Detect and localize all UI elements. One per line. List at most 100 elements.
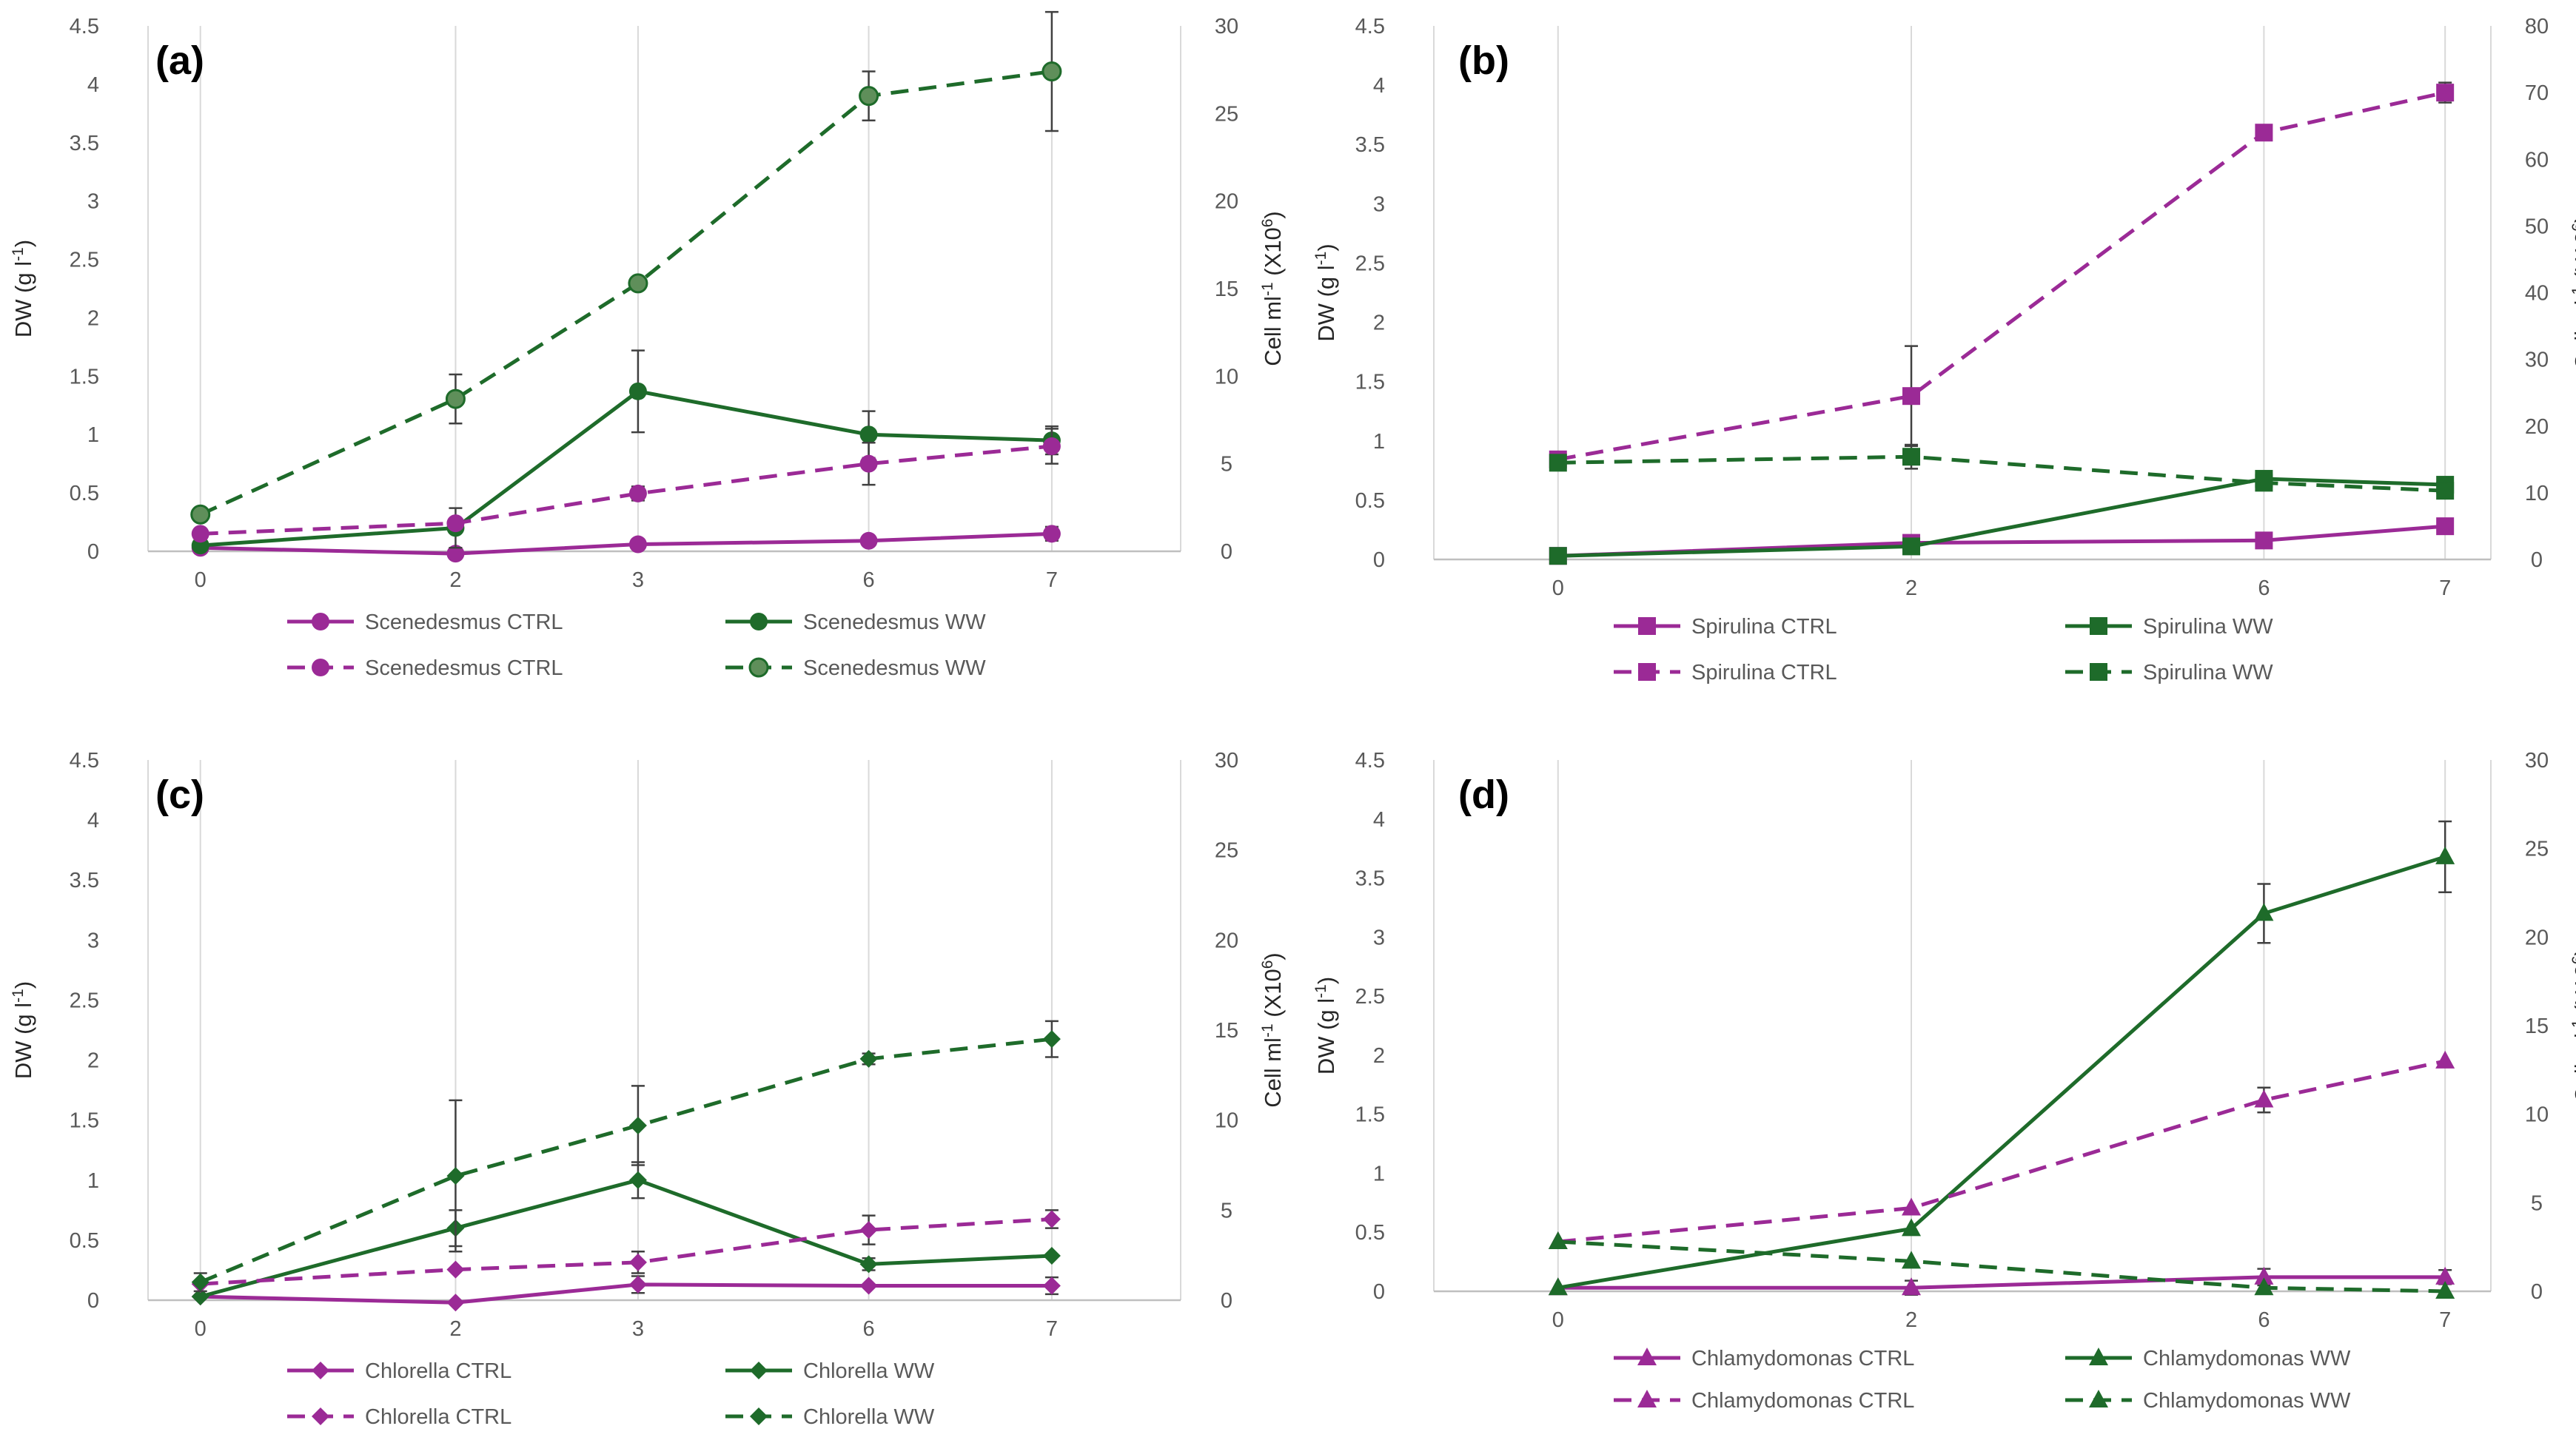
left-tick-label: 0.5	[70, 482, 99, 505]
right-tick-label: 80	[2525, 15, 2549, 38]
legend-label: Scenedesmus CTRL	[365, 610, 563, 634]
data-point	[859, 531, 878, 550]
left-tick-label: 0.5	[1355, 1221, 1385, 1245]
left-tick-label: 4	[1373, 808, 1385, 832]
series-chlorella-ctrl-solid	[191, 1275, 1061, 1312]
left-tick-label: 2	[87, 306, 99, 330]
panel-label: (b)	[1458, 38, 1509, 83]
right-tick-label: 30	[2525, 349, 2549, 372]
x-tick-label: 6	[863, 568, 875, 592]
right-tick-label: 0	[1221, 540, 1232, 564]
data-point	[1902, 537, 1921, 556]
x-tick-label: 7	[1046, 568, 1058, 592]
panel-label: (a)	[155, 38, 204, 83]
data-point	[859, 426, 878, 444]
data-point	[1042, 437, 1061, 455]
legend-swatch-marker	[750, 613, 768, 630]
x-tick-label: 2	[449, 1317, 461, 1341]
left-axis-label: DW (g l-1)	[1312, 977, 1339, 1074]
right-tick-label: 5	[1221, 453, 1232, 477]
x-tick-label: 0	[1552, 1308, 1564, 1332]
right-tick-label: 20	[1215, 190, 1238, 214]
left-tick-label: 1	[1373, 1162, 1385, 1185]
data-point	[2435, 846, 2455, 864]
series-chlamydomonas-ww-dashed	[1548, 1231, 2455, 1299]
left-axis-label: DW (g l-1)	[1312, 243, 1339, 341]
right-axis-label: Cell ml-1 (X106)	[1259, 211, 1286, 366]
data-point	[445, 388, 466, 409]
data-point	[1042, 525, 1061, 543]
data-point	[1042, 1210, 1061, 1228]
data-point	[1902, 1197, 1922, 1216]
legend-swatch-marker	[1638, 617, 1656, 635]
left-tick-label: 0	[1373, 1280, 1385, 1304]
x-tick-label: 2	[1905, 1308, 1917, 1332]
left-tick-label: 3.5	[1355, 133, 1385, 157]
left-tick-label: 3.5	[70, 869, 99, 892]
chart-panel-b: 0 0.5 1 1.5 2 2.5 3 3.5 4 4.5 0 10 20 30 40 50 60 70 80 0 2 6…	[1312, 15, 2576, 684]
legend-label: Scenedesmus WW	[803, 610, 986, 634]
legend-label: Chlamydomonas WW	[2143, 1347, 2351, 1370]
data-point	[1902, 448, 1921, 466]
left-tick-label: 3	[87, 190, 99, 214]
left-tick-label: 3	[1373, 926, 1385, 949]
panel-label: (c)	[155, 773, 204, 817]
data-point	[1902, 387, 1921, 406]
legend-swatch-marker	[312, 659, 329, 676]
legend-label: Scenedesmus WW	[803, 656, 986, 680]
series-line	[199, 70, 1053, 517]
data-point	[628, 535, 647, 554]
data-point	[2435, 1050, 2455, 1069]
left-axis-label: DW (g l-1)	[10, 240, 36, 337]
series-spirulina-ctrl-solid	[1549, 517, 2455, 565]
left-tick-label: 2.5	[70, 989, 99, 1012]
left-axis-label: DW (g l-1)	[10, 981, 36, 1079]
data-point	[190, 504, 211, 525]
x-tick-label: 0	[195, 1317, 207, 1341]
left-tick-label: 4.5	[1355, 749, 1385, 773]
data-point	[1902, 1218, 1922, 1237]
series-line	[1557, 1059, 2446, 1244]
right-tick-label: 5	[1221, 1199, 1232, 1222]
legend-item: Scenedesmus CTRL	[287, 656, 563, 680]
right-tick-label: 15	[2525, 1015, 2549, 1038]
legend-item: Spirulina WW	[2065, 661, 2273, 684]
data-point	[1902, 1277, 1922, 1296]
series-line	[1557, 454, 2446, 493]
series-line	[200, 389, 1052, 548]
data-point	[2254, 903, 2274, 921]
legend-item: Scenedesmus CTRL	[287, 610, 563, 634]
chart-panel-d: 0 0.5 1 1.5 2 2.5 3 3.5 4 4.5 0 5 10 15 20 25 30 0 2 6 7 DW (…	[1312, 749, 2576, 1413]
data-point	[191, 525, 209, 543]
data-point	[1902, 1251, 1922, 1269]
left-tick-label: 2.5	[1355, 252, 1385, 275]
data-point	[2436, 84, 2455, 102]
left-tick-label: 4	[87, 73, 99, 97]
data-point	[1042, 61, 1062, 82]
right-tick-label: 10	[1215, 365, 1238, 388]
series-line	[1557, 1240, 2446, 1294]
legend-label: Chlorella CTRL	[365, 1405, 511, 1429]
left-tick-label: 4.5	[70, 15, 99, 38]
left-tick-label: 1.5	[70, 1109, 99, 1133]
data-point	[628, 1171, 647, 1189]
x-tick-label: 3	[632, 1317, 644, 1341]
left-tick-label: 2	[1373, 1044, 1385, 1068]
legend-item: Spirulina CTRL	[1614, 615, 1837, 639]
data-point	[859, 1255, 878, 1274]
left-tick-label: 2.5	[1355, 985, 1385, 1009]
series-chlamydomonas-ww-solid	[1548, 820, 2455, 1296]
right-tick-label: 50	[2525, 215, 2549, 238]
legend-swatch-marker	[750, 1362, 768, 1379]
right-axis-label: Cell ml-1 (X106)	[1259, 952, 1286, 1108]
right-tick-label: 0	[2531, 548, 2543, 572]
data-point	[1042, 1030, 1061, 1049]
legend-swatch-marker	[312, 613, 329, 630]
left-tick-label: 3.5	[70, 132, 99, 155]
legend-item: Spirulina CTRL	[1614, 661, 1837, 684]
right-tick-label: 15	[1215, 1019, 1238, 1043]
legend-swatch-marker	[2090, 663, 2107, 681]
data-point	[1549, 547, 1567, 565]
data-point	[191, 1273, 209, 1291]
series-scenedesmus-ctrl-dashed	[191, 428, 1061, 543]
